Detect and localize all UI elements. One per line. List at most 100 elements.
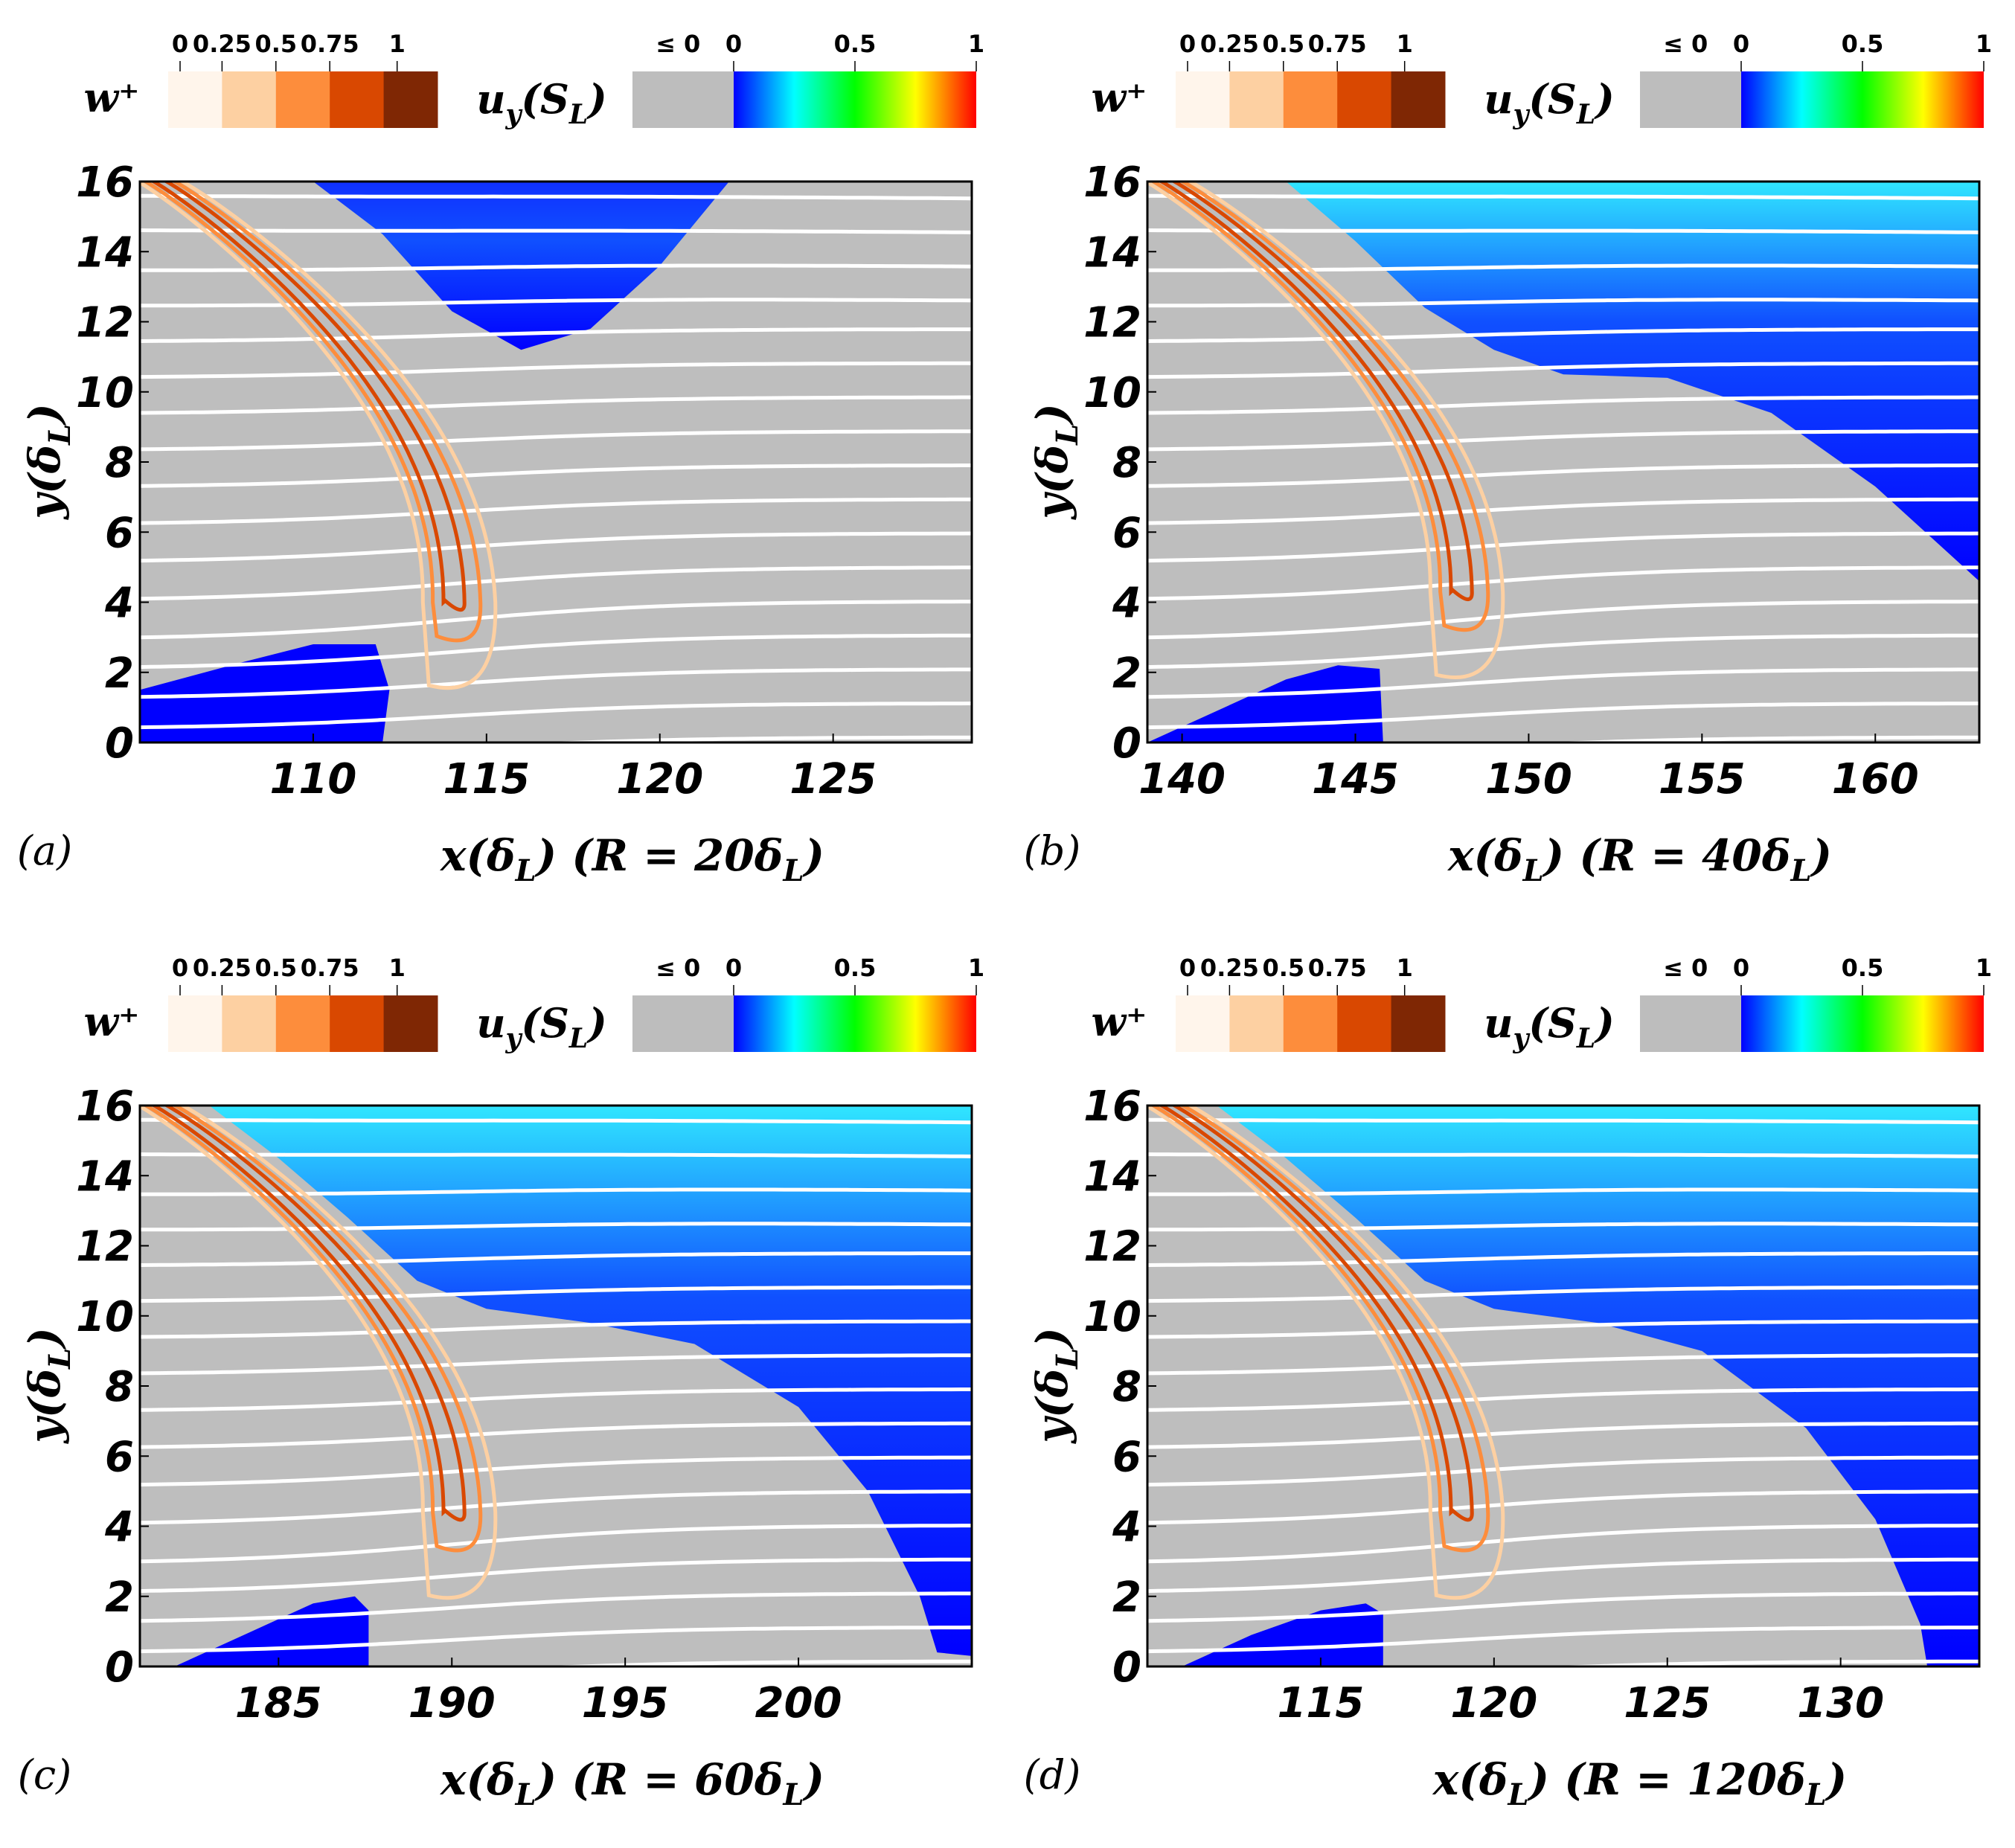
w-plus-contour bbox=[150, 182, 467, 612]
streamline bbox=[1147, 702, 1979, 730]
y-tick-label: 4 bbox=[1112, 580, 1141, 628]
uy-tick-label: 1 bbox=[968, 30, 984, 58]
y-tick-label: 8 bbox=[1112, 1363, 1141, 1411]
uy-tick-label: ≤ 0 bbox=[1663, 30, 1708, 58]
y-axis-label: y(δL) bbox=[1027, 1327, 1085, 1444]
uy-colorbar-label: uy(SL) bbox=[476, 75, 607, 130]
streamline bbox=[140, 1626, 972, 1654]
uy-tick-label: ≤ 0 bbox=[1663, 954, 1708, 982]
y-tick-label: 12 bbox=[76, 1223, 134, 1271]
y-tick-label: 16 bbox=[1083, 1082, 1141, 1131]
uy-tick-label: 0.5 bbox=[834, 954, 877, 982]
streamline bbox=[140, 327, 972, 343]
uy-nonpositive-bin bbox=[1640, 995, 1741, 1052]
uy-nonpositive-bin bbox=[632, 995, 734, 1052]
w-plus-tick-label: 0.25 bbox=[1200, 30, 1259, 58]
upper-blue-region bbox=[209, 1106, 972, 1656]
streamline bbox=[140, 667, 972, 699]
streamline bbox=[1147, 633, 1979, 670]
panel-label: (a) bbox=[17, 827, 72, 874]
w-plus-color-bin bbox=[330, 71, 385, 128]
uy-colorbar-label: uy(SL) bbox=[1484, 75, 1615, 130]
x-tick-label: 125 bbox=[789, 755, 877, 803]
w-plus-colorbar-label: w⁺ bbox=[84, 998, 140, 1045]
y-tick-label: 2 bbox=[1112, 649, 1141, 698]
streamline bbox=[1147, 1353, 1979, 1376]
x-tick-label: 115 bbox=[443, 755, 530, 803]
y-axis-label: y(δL) bbox=[19, 1327, 77, 1444]
panel-label: (b) bbox=[1024, 827, 1081, 874]
y-tick-label: 0 bbox=[1112, 1643, 1141, 1692]
streamline bbox=[1147, 1319, 1979, 1339]
y-tick-label: 16 bbox=[76, 1082, 134, 1131]
x-tick-label: 110 bbox=[269, 755, 356, 803]
w-plus-tick-label: 0.5 bbox=[1262, 954, 1304, 982]
streamline bbox=[535, 1659, 972, 1666]
uy-colorbar-label: uy(SL) bbox=[476, 999, 607, 1054]
y-tick-label: 4 bbox=[104, 580, 134, 628]
w-plus-contour bbox=[1150, 1106, 1490, 1553]
w-plus-tick-label: 0 bbox=[1179, 954, 1196, 982]
y-tick-label: 2 bbox=[105, 1573, 134, 1622]
w-plus-colorbar-label: w⁺ bbox=[1092, 998, 1147, 1045]
x-tick-label: 185 bbox=[235, 1679, 322, 1727]
w-plus-tick-label: 1 bbox=[1397, 30, 1413, 58]
y-axis-label: y(δL) bbox=[19, 403, 77, 520]
y-tick-label: 10 bbox=[76, 1293, 134, 1341]
streamline bbox=[140, 463, 972, 488]
w-plus-color-bin bbox=[275, 995, 330, 1052]
w-plus-tick-label: 1 bbox=[1397, 954, 1413, 982]
streamline bbox=[1147, 1489, 1979, 1525]
streamline bbox=[140, 1152, 972, 1158]
w-plus-tick-label: 0.25 bbox=[1200, 954, 1259, 982]
y-tick-label: 4 bbox=[104, 1504, 134, 1552]
x-axis-label: x(δL) (R = 40δL) bbox=[1447, 830, 1832, 888]
y-tick-label: 10 bbox=[1083, 369, 1141, 417]
streamline bbox=[140, 298, 972, 308]
streamline bbox=[140, 429, 972, 452]
y-tick-label: 14 bbox=[76, 1152, 134, 1201]
w-plus-color-bin bbox=[1337, 995, 1392, 1052]
y-tick-label: 8 bbox=[1112, 439, 1141, 487]
streamline bbox=[1147, 228, 1979, 234]
w-plus-tick-label: 0.25 bbox=[193, 30, 252, 58]
streamline bbox=[140, 1524, 972, 1564]
w-plus-tick-label: 0.75 bbox=[1308, 30, 1367, 58]
uy-tick-label: 1 bbox=[1976, 954, 1992, 982]
w-plus-color-bin bbox=[222, 995, 277, 1052]
w-plus-color-bin bbox=[168, 71, 222, 128]
panel-a: w⁺ 0 0.25 0.5 0.75 1 uy(SL) ≤ 0 0 0.5 1 0 2 4 6 8 10 12 14… bbox=[0, 0, 1008, 924]
x-tick-label: 190 bbox=[409, 1679, 496, 1727]
w-plus-tick-label: 0 bbox=[172, 954, 188, 982]
w-plus-contour bbox=[141, 182, 483, 643]
streamline bbox=[1147, 1222, 1979, 1232]
w-plus-tick-label: 0.5 bbox=[1262, 30, 1304, 58]
streamline bbox=[1147, 1152, 1979, 1158]
y-tick-label: 12 bbox=[76, 299, 134, 347]
streamline bbox=[140, 702, 972, 730]
panel-c: w⁺ 0 0.25 0.5 0.75 1 uy(SL) ≤ 0 0 0.5 1 0 2 4 6 8 10 12 14… bbox=[0, 924, 1008, 1848]
x-tick-label: 150 bbox=[1485, 755, 1572, 803]
y-tick-label: 2 bbox=[105, 649, 134, 698]
chart-b: w⁺0 0.25 0.5 0.75 1uy(SL)≤ 0 0 0.5 102468101214… bbox=[1024, 30, 1992, 888]
streamline bbox=[1543, 735, 1979, 742]
uy-colorbar-label: uy(SL) bbox=[1484, 999, 1615, 1054]
streamline bbox=[140, 361, 972, 379]
panel-b: w⁺ 0 0.25 0.5 0.75 1 uy(SL) ≤ 0 0 0.5 1 0 2 4 6 8 10 12 14… bbox=[1008, 0, 2015, 924]
w-plus-tick-label: 1 bbox=[389, 30, 406, 58]
streamline bbox=[1147, 1421, 1979, 1449]
streamline bbox=[1147, 1285, 1979, 1303]
w-plus-color-bin bbox=[383, 71, 438, 128]
streamline bbox=[1147, 327, 1979, 343]
x-tick-label: 145 bbox=[1312, 755, 1399, 803]
streamline bbox=[1147, 497, 1979, 525]
streamline bbox=[140, 600, 972, 640]
uy-gradient-bar bbox=[734, 995, 976, 1052]
x-tick-label: 125 bbox=[1624, 1679, 1711, 1727]
uy-tick-label: 0.5 bbox=[1842, 954, 1884, 982]
streamline bbox=[1147, 1626, 1979, 1654]
y-tick-label: 10 bbox=[1083, 1293, 1141, 1341]
streamline bbox=[140, 1557, 972, 1594]
y-tick-label: 6 bbox=[105, 509, 134, 557]
uy-nonpositive-bin bbox=[632, 71, 734, 128]
